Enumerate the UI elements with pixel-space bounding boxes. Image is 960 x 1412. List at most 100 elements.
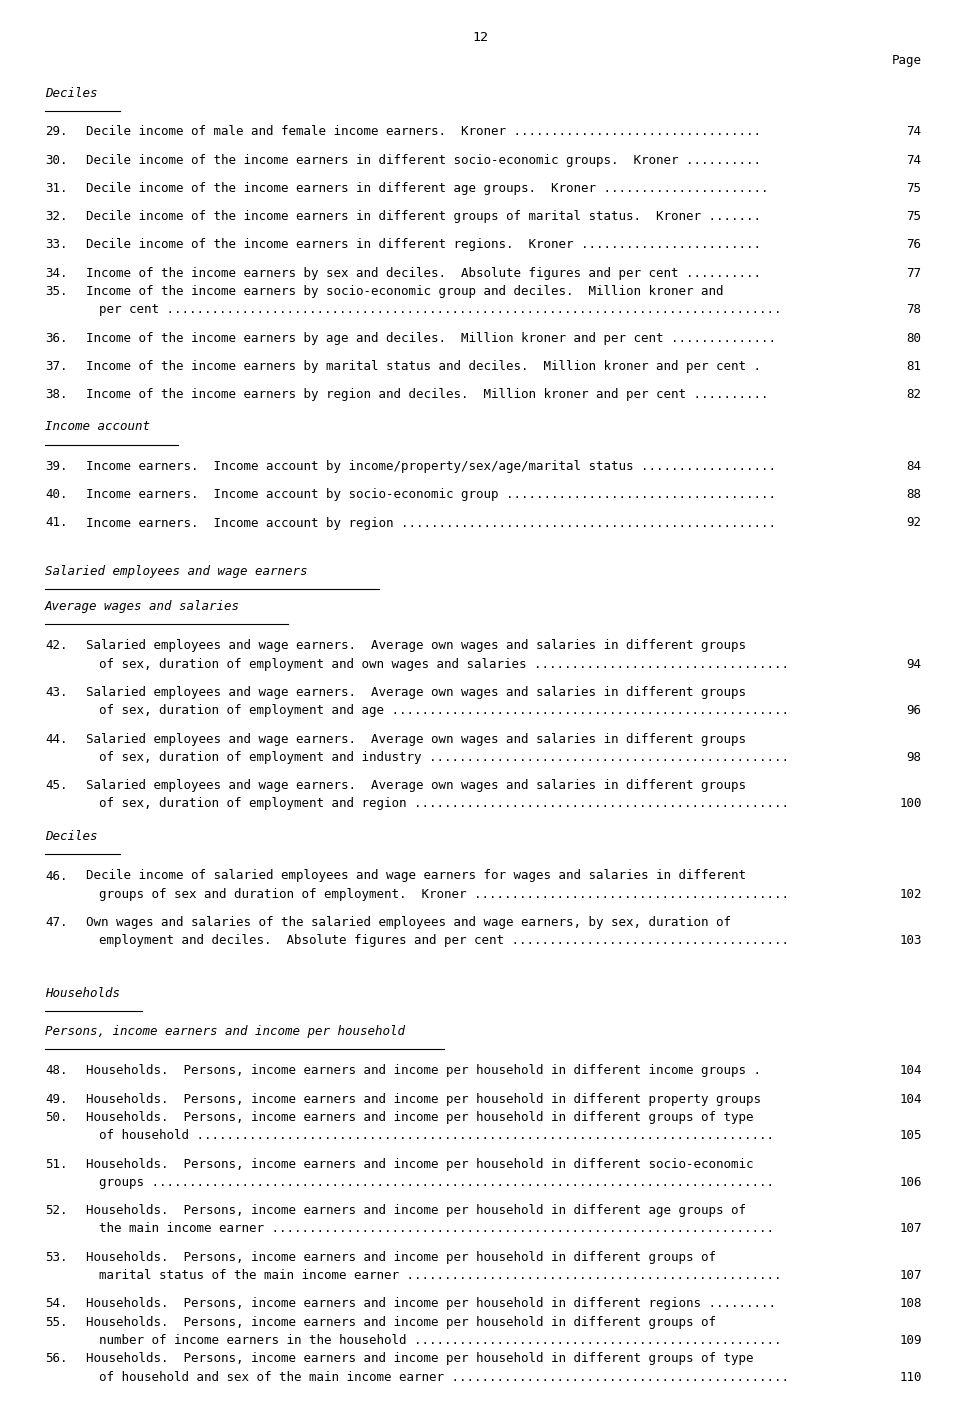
Text: 32.: 32. <box>45 210 67 223</box>
Text: Decile income of salaried employees and wage earners for wages and salaries in d: Decile income of salaried employees and … <box>86 870 747 882</box>
Text: 44.: 44. <box>45 733 67 746</box>
Text: 37.: 37. <box>45 360 67 373</box>
Text: Income earners.  Income account by region ......................................: Income earners. Income account by region… <box>86 517 777 530</box>
Text: 52.: 52. <box>45 1204 67 1217</box>
Text: 106: 106 <box>900 1176 922 1189</box>
Text: Income earners.  Income account by income/property/sex/age/marital status ......: Income earners. Income account by income… <box>86 460 777 473</box>
Text: Income of the income earners by socio-economic group and deciles.  Million krone: Income of the income earners by socio-ec… <box>86 285 724 298</box>
Text: Income of the income earners by sex and deciles.  Absolute figures and per cent : Income of the income earners by sex and … <box>86 267 761 280</box>
Text: 96: 96 <box>906 705 922 717</box>
Text: of household ...................................................................: of household ...........................… <box>99 1130 774 1142</box>
Text: 43.: 43. <box>45 686 67 699</box>
Text: 48.: 48. <box>45 1065 67 1077</box>
Text: 47.: 47. <box>45 916 67 929</box>
Text: 107: 107 <box>900 1223 922 1236</box>
Text: 36.: 36. <box>45 332 67 345</box>
Text: 94: 94 <box>906 658 922 671</box>
Text: of sex, duration of employment and age .........................................: of sex, duration of employment and age .… <box>99 705 789 717</box>
Text: 56.: 56. <box>45 1353 67 1365</box>
Text: 110: 110 <box>900 1371 922 1384</box>
Text: 45.: 45. <box>45 779 67 792</box>
Text: 39.: 39. <box>45 460 67 473</box>
Text: 104: 104 <box>900 1065 922 1077</box>
Text: 75: 75 <box>906 182 922 195</box>
Text: 38.: 38. <box>45 388 67 401</box>
Text: 46.: 46. <box>45 870 67 882</box>
Text: Salaried employees and wage earners: Salaried employees and wage earners <box>45 565 307 578</box>
Text: Deciles: Deciles <box>45 830 98 843</box>
Text: Decile income of the income earners in different socio-economic groups.  Kroner : Decile income of the income earners in d… <box>86 154 761 167</box>
Text: Households.  Persons, income earners and income per household in different incom: Households. Persons, income earners and … <box>86 1065 761 1077</box>
Text: 75: 75 <box>906 210 922 223</box>
Text: Salaried employees and wage earners.  Average own wages and salaries in differen: Salaried employees and wage earners. Ave… <box>86 686 747 699</box>
Text: Households.  Persons, income earners and income per household in different group: Households. Persons, income earners and … <box>86 1251 716 1264</box>
Text: 76: 76 <box>906 239 922 251</box>
Text: 78: 78 <box>906 304 922 316</box>
Text: 51.: 51. <box>45 1158 67 1171</box>
Text: 34.: 34. <box>45 267 67 280</box>
Text: Decile income of the income earners in different regions.  Kroner ..............: Decile income of the income earners in d… <box>86 239 761 251</box>
Text: 107: 107 <box>900 1269 922 1282</box>
Text: per cent .......................................................................: per cent ...............................… <box>99 304 781 316</box>
Text: groups of sex and duration of employment.  Kroner ..............................: groups of sex and duration of employment… <box>99 888 789 901</box>
Text: of sex, duration of employment and industry ....................................: of sex, duration of employment and indus… <box>99 751 789 764</box>
Text: the main income earner .........................................................: the main income earner .................… <box>99 1223 774 1236</box>
Text: 105: 105 <box>900 1130 922 1142</box>
Text: 30.: 30. <box>45 154 67 167</box>
Text: Income account: Income account <box>45 421 150 433</box>
Text: 92: 92 <box>906 517 922 530</box>
Text: Income earners.  Income account by socio-economic group ........................: Income earners. Income account by socio-… <box>86 489 777 501</box>
Text: Households.  Persons, income earners and income per household in different socio: Households. Persons, income earners and … <box>86 1158 754 1171</box>
Text: 49.: 49. <box>45 1093 67 1106</box>
Text: 31.: 31. <box>45 182 67 195</box>
Text: 84: 84 <box>906 460 922 473</box>
Text: 29.: 29. <box>45 126 67 138</box>
Text: 54.: 54. <box>45 1298 67 1310</box>
Text: Decile income of male and female income earners.  Kroner .......................: Decile income of male and female income … <box>86 126 761 138</box>
Text: Households.  Persons, income earners and income per household in different group: Households. Persons, income earners and … <box>86 1316 716 1329</box>
Text: Decile income of the income earners in different age groups.  Kroner ...........: Decile income of the income earners in d… <box>86 182 769 195</box>
Text: 77: 77 <box>906 267 922 280</box>
Text: 74: 74 <box>906 126 922 138</box>
Text: 53.: 53. <box>45 1251 67 1264</box>
Text: Persons, income earners and income per household: Persons, income earners and income per h… <box>45 1025 405 1038</box>
Text: Deciles: Deciles <box>45 86 98 99</box>
Text: of sex, duration of employment and own wages and salaries ......................: of sex, duration of employment and own w… <box>99 658 789 671</box>
Text: 82: 82 <box>906 388 922 401</box>
Text: 40.: 40. <box>45 489 67 501</box>
Text: Households: Households <box>45 987 120 1000</box>
Text: Households.  Persons, income earners and income per household in different regio: Households. Persons, income earners and … <box>86 1298 777 1310</box>
Text: 104: 104 <box>900 1093 922 1106</box>
Text: 42.: 42. <box>45 640 67 652</box>
Text: 74: 74 <box>906 154 922 167</box>
Text: groups .........................................................................: groups .................................… <box>99 1176 774 1189</box>
Text: 102: 102 <box>900 888 922 901</box>
Text: 50.: 50. <box>45 1111 67 1124</box>
Text: 109: 109 <box>900 1334 922 1347</box>
Text: Income of the income earners by region and deciles.  Million kroner and per cent: Income of the income earners by region a… <box>86 388 769 401</box>
Text: employment and deciles.  Absolute figures and per cent .........................: employment and deciles. Absolute figures… <box>99 935 789 947</box>
Text: marital status of the main income earner .......................................: marital status of the main income earner… <box>99 1269 781 1282</box>
Text: Households.  Persons, income earners and income per household in different age g: Households. Persons, income earners and … <box>86 1204 747 1217</box>
Text: Households.  Persons, income earners and income per household in different prope: Households. Persons, income earners and … <box>86 1093 761 1106</box>
Text: number of income earners in the household ......................................: number of income earners in the househol… <box>99 1334 781 1347</box>
Text: 98: 98 <box>906 751 922 764</box>
Text: Salaried employees and wage earners.  Average own wages and salaries in differen: Salaried employees and wage earners. Ave… <box>86 640 747 652</box>
Text: 35.: 35. <box>45 285 67 298</box>
Text: Households.  Persons, income earners and income per household in different group: Households. Persons, income earners and … <box>86 1111 754 1124</box>
Text: Salaried employees and wage earners.  Average own wages and salaries in differen: Salaried employees and wage earners. Ave… <box>86 733 747 746</box>
Text: Households.  Persons, income earners and income per household in different group: Households. Persons, income earners and … <box>86 1353 754 1365</box>
Text: of sex, duration of employment and region ......................................: of sex, duration of employment and regio… <box>99 798 789 810</box>
Text: Page: Page <box>892 54 922 66</box>
Text: Salaried employees and wage earners.  Average own wages and salaries in differen: Salaried employees and wage earners. Ave… <box>86 779 747 792</box>
Text: of household and sex of the main income earner .................................: of household and sex of the main income … <box>99 1371 789 1384</box>
Text: 88: 88 <box>906 489 922 501</box>
Text: 80: 80 <box>906 332 922 345</box>
Text: Income of the income earners by marital status and deciles.  Million kroner and : Income of the income earners by marital … <box>86 360 761 373</box>
Text: 41.: 41. <box>45 517 67 530</box>
Text: 81: 81 <box>906 360 922 373</box>
Text: Decile income of the income earners in different groups of marital status.  Kron: Decile income of the income earners in d… <box>86 210 761 223</box>
Text: Income of the income earners by age and deciles.  Million kroner and per cent ..: Income of the income earners by age and … <box>86 332 777 345</box>
Text: 103: 103 <box>900 935 922 947</box>
Text: 108: 108 <box>900 1298 922 1310</box>
